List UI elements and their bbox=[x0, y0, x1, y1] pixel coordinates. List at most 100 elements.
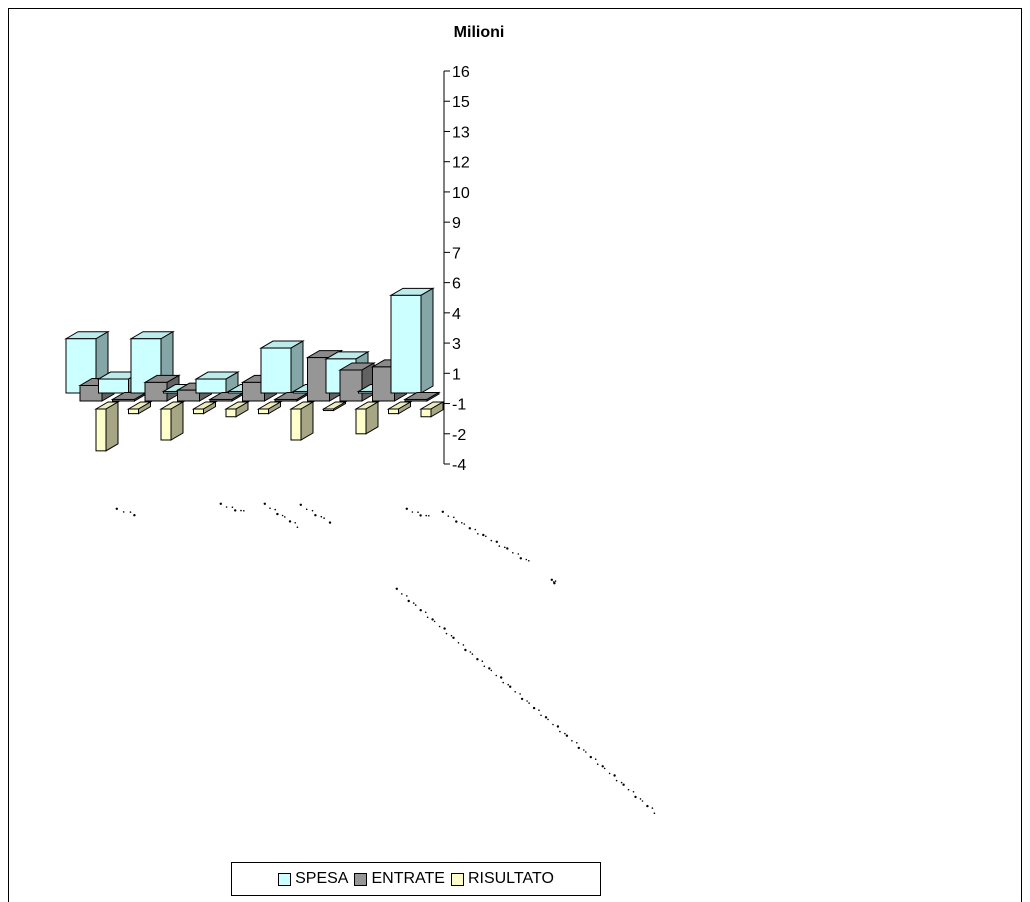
artifact-dot bbox=[468, 527, 471, 530]
bar-spesa-5 bbox=[194, 371, 240, 394]
artifact-dot bbox=[556, 725, 560, 728]
artifact-dot bbox=[243, 510, 245, 512]
artifact-dot bbox=[519, 693, 521, 695]
artifact-dot bbox=[445, 632, 448, 635]
artifact-dot bbox=[526, 700, 528, 702]
artifact-dot bbox=[115, 507, 119, 510]
artifact-dot bbox=[471, 653, 474, 655]
artifact-dot bbox=[485, 535, 487, 538]
artifact-dot bbox=[519, 557, 522, 560]
bar-entrate-7 bbox=[273, 391, 311, 402]
artifact-dot bbox=[550, 578, 553, 581]
artifact-dot bbox=[314, 514, 317, 517]
artifact-dot bbox=[538, 709, 540, 711]
y-tick-label: 7 bbox=[452, 245, 461, 262]
artifact-dot bbox=[464, 648, 467, 652]
artifact-dot bbox=[305, 508, 308, 511]
artifact-dot bbox=[528, 560, 530, 562]
artifact-dot bbox=[615, 779, 618, 782]
bar-risultato-6 bbox=[256, 401, 283, 415]
bar-risultato-9 bbox=[354, 401, 380, 435]
y-tick-label: 3 bbox=[452, 336, 461, 353]
artifact-dot bbox=[405, 507, 408, 510]
artifact-dot bbox=[653, 812, 656, 814]
artifact-dot bbox=[477, 533, 479, 535]
artifact-dot bbox=[457, 642, 460, 644]
bar-spesa-11 bbox=[389, 287, 435, 394]
artifact-dot bbox=[622, 783, 625, 786]
artifact-dot bbox=[428, 515, 430, 517]
artifact-dot bbox=[299, 503, 302, 506]
artifact-dot bbox=[414, 604, 417, 606]
y-tick-label: -2 bbox=[452, 427, 466, 444]
artifact-dot bbox=[620, 781, 623, 784]
artifact-dot bbox=[554, 580, 557, 582]
artifact-dot bbox=[571, 740, 573, 742]
artifact-dot bbox=[426, 616, 429, 619]
artifact-dot bbox=[490, 539, 493, 542]
artifact-dot bbox=[453, 516, 455, 519]
artifact-dot bbox=[425, 514, 428, 517]
artifact-dot bbox=[443, 627, 446, 630]
artifact-dot bbox=[632, 791, 635, 793]
legend-swatch-spesa bbox=[278, 872, 292, 886]
y-tick-label: 6 bbox=[452, 276, 461, 293]
bar-risultato-1 bbox=[94, 401, 120, 452]
artifact-dot bbox=[553, 582, 556, 585]
artifact-dot bbox=[547, 718, 549, 721]
bar-risultato-11 bbox=[419, 401, 445, 418]
artifact-dot bbox=[455, 520, 458, 523]
y-tick-label: 16 bbox=[452, 64, 470, 81]
artifact-dot bbox=[411, 511, 414, 513]
artifact-dot bbox=[512, 552, 514, 554]
bar-risultato-10 bbox=[386, 401, 413, 415]
artifact-dot bbox=[544, 716, 548, 719]
artifact-dot bbox=[520, 697, 524, 701]
y-tick-label: 4 bbox=[452, 306, 461, 323]
artifact-dot bbox=[564, 732, 566, 735]
bar-entrate-5 bbox=[208, 391, 246, 402]
artifact-dot bbox=[240, 509, 242, 512]
artifact-dot bbox=[495, 540, 498, 543]
artifact-dot bbox=[532, 706, 536, 710]
artifact-dot bbox=[320, 515, 323, 518]
artifact-dot bbox=[495, 674, 498, 677]
artifact-dot bbox=[225, 506, 228, 508]
artifact-dot bbox=[552, 723, 554, 726]
artifact-dot bbox=[462, 644, 465, 646]
artifact-dot bbox=[509, 685, 512, 688]
artifact-dot bbox=[639, 798, 642, 800]
artifact-dot bbox=[506, 547, 509, 550]
artifact-dot bbox=[450, 634, 453, 637]
artifact-dot bbox=[576, 742, 578, 744]
artifact-dot bbox=[284, 516, 286, 518]
bar-risultato-2 bbox=[126, 401, 153, 415]
artifact-dot bbox=[263, 502, 266, 505]
artifact-dot bbox=[452, 636, 455, 639]
artifact-dot bbox=[274, 508, 277, 511]
artifact-dot bbox=[504, 546, 506, 549]
artifact-dot bbox=[528, 702, 530, 704]
bar-risultato-4 bbox=[191, 401, 218, 415]
artifact-dot bbox=[583, 749, 585, 751]
artifact-dot bbox=[122, 511, 125, 513]
artifact-dot bbox=[406, 595, 408, 597]
artifact-dot bbox=[281, 514, 284, 517]
artifact-dot bbox=[498, 545, 501, 547]
artifact-dot bbox=[540, 714, 542, 717]
y-tick-label: 12 bbox=[452, 155, 470, 172]
legend-label-spesa: SPESA bbox=[295, 870, 349, 887]
bar-entrate-2 bbox=[110, 391, 149, 402]
artifact-dot bbox=[525, 558, 528, 561]
artifact-dot bbox=[651, 807, 654, 809]
artifact-dot bbox=[419, 609, 422, 612]
artifact-dot bbox=[500, 676, 503, 679]
artifact-dot bbox=[641, 800, 644, 802]
artifact-dot bbox=[431, 618, 434, 621]
bar-entrate-3 bbox=[143, 374, 181, 402]
artifact-dot bbox=[507, 683, 510, 686]
chart-frame bbox=[8, 8, 1022, 902]
artifact-dot bbox=[476, 658, 479, 661]
y-tick-label: -4 bbox=[452, 457, 466, 474]
